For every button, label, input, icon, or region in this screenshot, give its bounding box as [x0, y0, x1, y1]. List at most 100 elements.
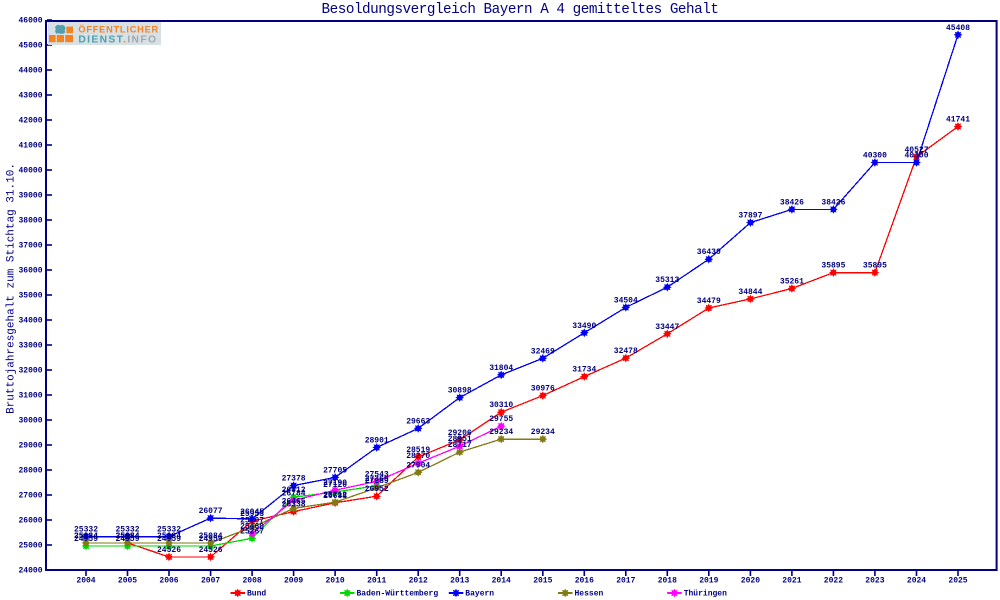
svg-text:2006: 2006: [159, 576, 178, 585]
svg-text:25084: 25084: [74, 532, 98, 541]
svg-text:28270: 28270: [406, 452, 430, 461]
svg-text:40300: 40300: [863, 152, 887, 161]
svg-text:26045: 26045: [240, 508, 264, 517]
svg-text:Baden-Württemberg: Baden-Württemberg: [357, 590, 439, 599]
svg-text:30000: 30000: [18, 417, 42, 426]
svg-text:ÖFFENTLICHER: ÖFFENTLICHER: [78, 25, 159, 35]
svg-text:40000: 40000: [18, 167, 42, 176]
svg-text:24959: 24959: [74, 535, 98, 544]
svg-text:26465: 26465: [282, 497, 306, 506]
svg-text:26712: 26712: [323, 491, 347, 500]
svg-text:31734: 31734: [572, 366, 596, 375]
svg-text:Thüringen: Thüringen: [684, 590, 727, 599]
svg-text:31000: 31000: [18, 392, 42, 401]
svg-text:31804: 31804: [489, 364, 513, 373]
svg-text:29000: 29000: [18, 442, 42, 451]
svg-text:26077: 26077: [199, 507, 223, 516]
svg-text:25084: 25084: [115, 532, 139, 541]
svg-text:36430: 36430: [697, 248, 721, 257]
svg-text:2020: 2020: [741, 576, 760, 585]
svg-text:24959: 24959: [157, 535, 181, 544]
svg-text:38426: 38426: [780, 198, 804, 207]
svg-text:25000: 25000: [18, 542, 42, 551]
svg-text:34479: 34479: [697, 297, 721, 306]
svg-text:37897: 37897: [738, 212, 762, 221]
svg-text:43000: 43000: [18, 92, 42, 101]
svg-text:26952: 26952: [365, 485, 389, 494]
svg-text:45408: 45408: [946, 24, 970, 33]
svg-text:25707: 25707: [240, 516, 264, 525]
svg-text:Bruttojahresgehalt zum Stichta: Bruttojahresgehalt zum Stichtag 31.10.: [6, 163, 18, 414]
svg-text:29755: 29755: [489, 415, 513, 424]
svg-text:25332: 25332: [115, 526, 139, 535]
svg-text:2004: 2004: [76, 576, 95, 585]
svg-text:DIENST.INFO: DIENST.INFO: [78, 34, 157, 45]
svg-text:25084: 25084: [115, 532, 139, 541]
svg-text:26688: 26688: [323, 492, 347, 501]
svg-text:29234: 29234: [489, 428, 513, 437]
svg-text:2017: 2017: [616, 576, 635, 585]
svg-text:2011: 2011: [367, 576, 386, 585]
svg-text:24526: 24526: [199, 546, 223, 555]
svg-text:2018: 2018: [658, 576, 677, 585]
svg-text:33000: 33000: [18, 342, 42, 351]
svg-text:2005: 2005: [118, 576, 137, 585]
svg-text:33490: 33490: [572, 322, 596, 331]
svg-text:40527: 40527: [904, 146, 928, 155]
svg-text:25084: 25084: [199, 532, 223, 541]
svg-text:25460: 25460: [240, 523, 264, 532]
svg-text:35000: 35000: [18, 292, 42, 301]
svg-text:2012: 2012: [409, 576, 428, 585]
svg-text:2007: 2007: [201, 576, 220, 585]
svg-text:26000: 26000: [18, 517, 42, 526]
svg-text:36000: 36000: [18, 267, 42, 276]
svg-text:25084: 25084: [74, 532, 98, 541]
svg-text:29663: 29663: [406, 417, 430, 426]
svg-text:25084: 25084: [157, 532, 181, 541]
svg-text:30310: 30310: [489, 401, 513, 410]
svg-text:28717: 28717: [448, 441, 472, 450]
svg-text:35261: 35261: [780, 278, 804, 287]
svg-text:27120: 27120: [323, 481, 347, 490]
svg-text:35313: 35313: [655, 276, 679, 285]
svg-text:38000: 38000: [18, 217, 42, 226]
svg-text:24526: 24526: [157, 546, 181, 555]
svg-text:42000: 42000: [18, 117, 42, 126]
svg-text:25267: 25267: [240, 527, 264, 536]
svg-text:37000: 37000: [18, 242, 42, 251]
svg-text:2016: 2016: [575, 576, 594, 585]
svg-text:27000: 27000: [18, 492, 42, 501]
svg-text:39000: 39000: [18, 192, 42, 201]
svg-text:Hessen: Hessen: [575, 590, 604, 599]
svg-text:Besoldungsvergleich Bayern A 4: Besoldungsvergleich Bayern A 4 gemittelt…: [322, 2, 719, 18]
svg-text:33447: 33447: [655, 323, 679, 332]
svg-text:2022: 2022: [824, 576, 843, 585]
svg-text:38426: 38426: [821, 198, 845, 207]
svg-text:27705: 27705: [323, 466, 347, 475]
svg-text:27378: 27378: [282, 475, 306, 484]
svg-text:26912: 26912: [282, 486, 306, 495]
svg-text:2013: 2013: [450, 576, 469, 585]
svg-text:Bund: Bund: [247, 590, 266, 599]
svg-text:44000: 44000: [18, 67, 42, 76]
svg-text:28519: 28519: [406, 446, 430, 455]
svg-text:27369: 27369: [365, 475, 389, 484]
svg-text:27904: 27904: [406, 461, 430, 470]
svg-text:2009: 2009: [284, 576, 303, 585]
svg-text:32478: 32478: [614, 347, 638, 356]
svg-text:24959: 24959: [115, 535, 139, 544]
svg-text:32000: 32000: [18, 367, 42, 376]
svg-text:Bayern: Bayern: [465, 590, 494, 599]
svg-text:25953: 25953: [240, 510, 264, 519]
svg-text:30898: 30898: [448, 387, 472, 396]
svg-text:2010: 2010: [325, 576, 344, 585]
svg-text:27190: 27190: [323, 479, 347, 488]
svg-text:29206: 29206: [448, 429, 472, 438]
svg-text:27289: 27289: [365, 477, 389, 486]
svg-text:28951: 28951: [448, 435, 472, 444]
svg-text:26338: 26338: [282, 501, 306, 510]
svg-text:2021: 2021: [782, 576, 801, 585]
svg-text:46000: 46000: [18, 17, 42, 26]
svg-text:27543: 27543: [365, 470, 389, 479]
svg-text:2019: 2019: [699, 576, 718, 585]
